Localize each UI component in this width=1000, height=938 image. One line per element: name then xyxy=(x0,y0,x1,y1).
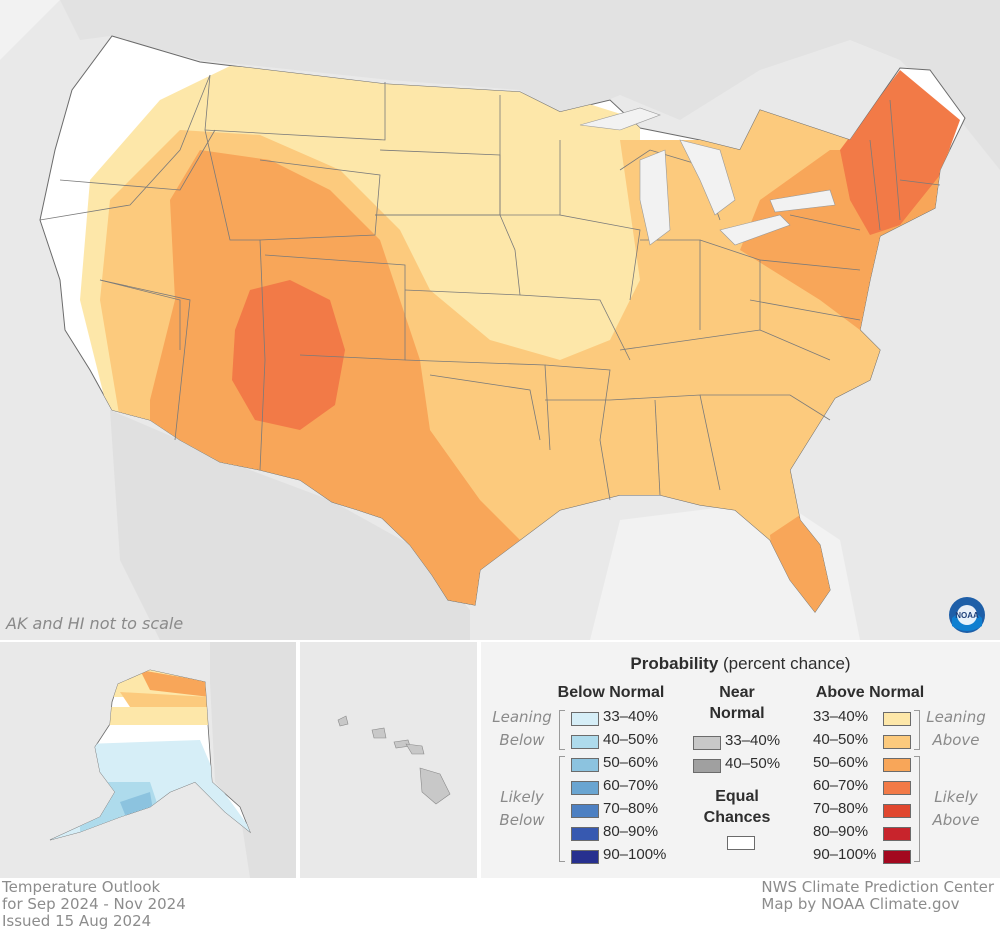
legend-swatch-above-1 xyxy=(883,735,911,749)
scale-note: AK and HI not to scale xyxy=(6,614,184,633)
footer-credit-cpc: NWS Climate Prediction Center xyxy=(761,878,994,896)
legend-swatch-above-3 xyxy=(883,781,911,795)
legend-likely-above-label: Likely Above xyxy=(932,788,980,829)
legend-label-below-1: 40–50% xyxy=(603,731,659,748)
legend-label-near-0: 33–40% xyxy=(725,732,781,749)
legend-swatch-above-0 xyxy=(883,712,911,726)
legend-leaning-below-label: Leaning Below xyxy=(492,708,552,749)
legend-swatch-near-0 xyxy=(693,736,721,750)
legend-below-header: Below Normal xyxy=(557,684,665,701)
footer-left: Temperature Outlook for Sep 2024 - Nov 2… xyxy=(2,879,186,930)
alaska-inset-svg xyxy=(0,642,296,878)
noaa-logo-icon: NOAA xyxy=(949,597,985,633)
footer-credit-climate: Map by NOAA Climate.gov xyxy=(761,895,960,913)
legend-swatch-below-5 xyxy=(571,827,599,841)
legend-label-above-1: 40–50% xyxy=(813,731,869,748)
legend-equal-header: Equal Chances xyxy=(703,788,771,826)
legend-label-above-2: 50–60% xyxy=(813,754,869,771)
legend-swatch-above-4 xyxy=(883,804,911,818)
legend-swatch-below-2 xyxy=(571,758,599,772)
legend-swatch-below-3 xyxy=(571,781,599,795)
alaska-inset xyxy=(0,642,296,878)
noaa-logo: NOAA xyxy=(948,596,986,634)
legend-label-below-4: 70–80% xyxy=(603,800,659,817)
legend-swatch-above-2 xyxy=(883,758,911,772)
noaa-logo-text: NOAA xyxy=(955,611,979,620)
legend-leaning-above-label: Leaning Above xyxy=(926,708,986,749)
bracket-likely-below xyxy=(559,756,565,862)
legend-near-header: Near Normal xyxy=(709,684,765,722)
conus-map: AK and HI not to scale NOAA xyxy=(0,0,1000,640)
legend-swatch-below-0 xyxy=(571,712,599,726)
conus-map-svg xyxy=(0,0,1000,640)
legend-panel: Probability (percent chance) Below Norma… xyxy=(481,642,1000,878)
legend-swatch-below-1 xyxy=(571,735,599,749)
legend-likely-below-label: Likely Below xyxy=(499,788,545,829)
mexico-land xyxy=(110,410,470,640)
bracket-leaning-above xyxy=(914,710,920,750)
footer-title: Temperature Outlook xyxy=(2,878,161,896)
hawaii-inset xyxy=(300,642,477,878)
state-boundaries xyxy=(39,74,941,501)
footer-issued: Issued 15 Aug 2024 xyxy=(2,912,152,930)
legend-label-below-2: 50–60% xyxy=(603,754,659,771)
zone-likely-above-60-70-newengland xyxy=(840,70,960,235)
legend-swatch-above-6 xyxy=(883,850,911,864)
legend-label-below-6: 90–100% xyxy=(603,846,667,863)
canada-land-ak xyxy=(210,642,296,878)
great-lakes xyxy=(579,107,836,246)
legend-equal-swatch xyxy=(727,836,755,850)
legend-label-below-3: 60–70% xyxy=(603,777,659,794)
legend-above-header: Above Normal xyxy=(815,684,925,701)
bracket-leaning-below xyxy=(559,710,565,750)
zone-likely-above-60-70-fourcorners xyxy=(232,280,345,430)
legend-label-above-5: 80–90% xyxy=(813,823,869,840)
legend-title: Probability (percent chance) xyxy=(630,654,851,673)
hawaii-inset-svg xyxy=(300,642,477,878)
hawaii-islands xyxy=(337,715,451,805)
legend-label-above-0: 33–40% xyxy=(813,708,869,725)
legend-label-below-0: 33–40% xyxy=(603,708,659,725)
legend-label-near-1: 40–50% xyxy=(725,755,781,772)
legend-swatch-above-5 xyxy=(883,827,911,841)
legend-swatch-below-6 xyxy=(571,850,599,864)
legend-label-below-5: 80–90% xyxy=(603,823,659,840)
pacific-water xyxy=(0,0,60,60)
legend-swatch-below-4 xyxy=(571,804,599,818)
legend-label-above-6: 90–100% xyxy=(813,846,877,863)
legend-swatch-near-1 xyxy=(693,759,721,773)
bracket-likely-above xyxy=(914,756,920,862)
legend-label-above-4: 70–80% xyxy=(813,800,869,817)
legend-label-above-3: 60–70% xyxy=(813,777,869,794)
canada-land xyxy=(0,0,1000,170)
footer-right: NWS Climate Prediction Center Map by NOA… xyxy=(761,879,994,913)
footer-period: for Sep 2024 - Nov 2024 xyxy=(2,895,186,913)
